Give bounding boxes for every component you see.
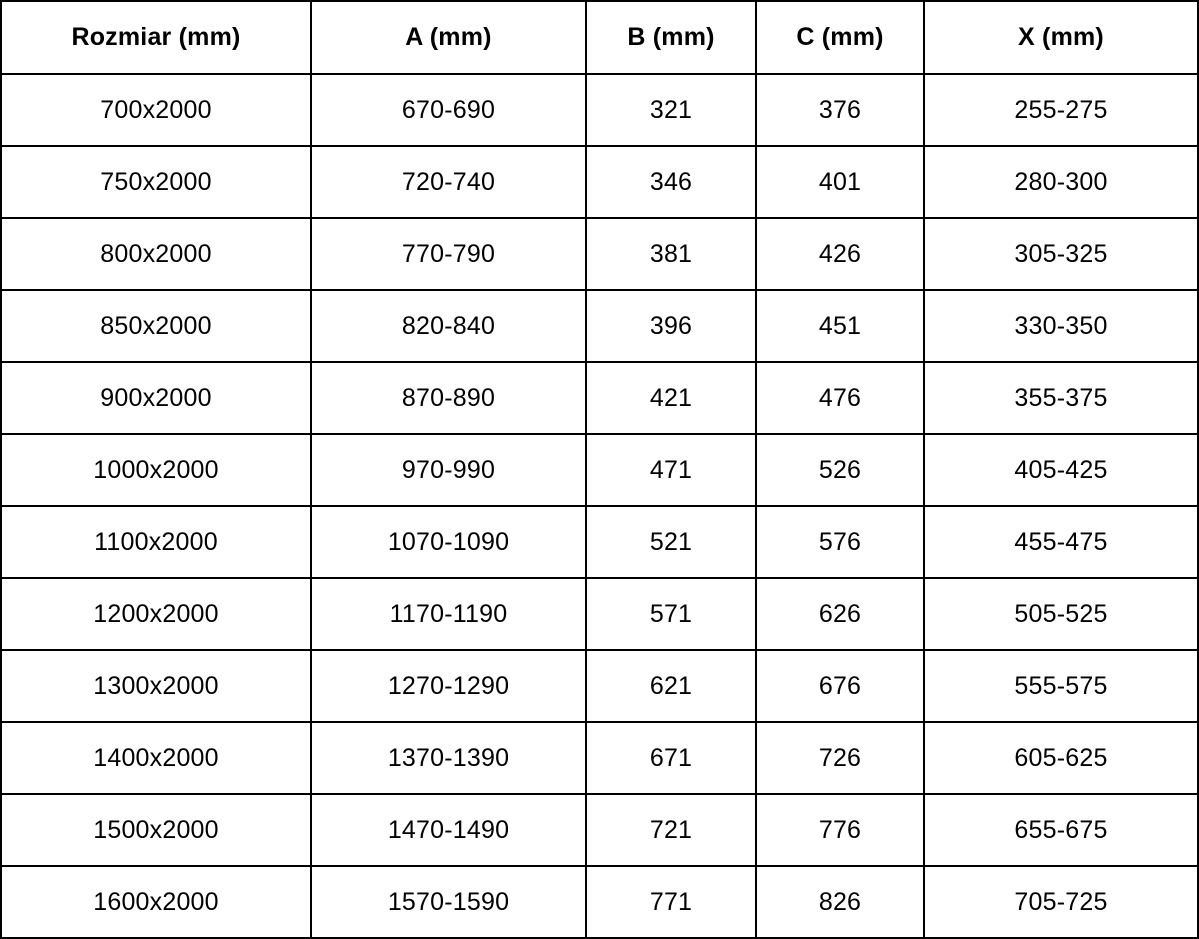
- cell-x: 655-675: [923, 793, 1199, 867]
- column-header-c: C (mm): [755, 0, 925, 75]
- cell-c: 476: [755, 361, 925, 435]
- cell-a: 1070-1090: [310, 505, 587, 579]
- cell-b: 521: [585, 505, 757, 579]
- cell-c: 426: [755, 217, 925, 291]
- cell-x: 605-625: [923, 721, 1199, 795]
- cell-x: 455-475: [923, 505, 1199, 579]
- table-row: 900x2000 870-890 421 476 355-375: [0, 361, 1199, 435]
- cell-size: 700x2000: [0, 73, 312, 147]
- cell-x: 305-325: [923, 217, 1199, 291]
- cell-x: 355-375: [923, 361, 1199, 435]
- cell-size: 1100x2000: [0, 505, 312, 579]
- cell-a: 770-790: [310, 217, 587, 291]
- table-row: 1300x2000 1270-1290 621 676 555-575: [0, 649, 1199, 723]
- cell-b: 346: [585, 145, 757, 219]
- table-row: 850x2000 820-840 396 451 330-350: [0, 289, 1199, 363]
- cell-b: 671: [585, 721, 757, 795]
- cell-size: 1300x2000: [0, 649, 312, 723]
- cell-a: 820-840: [310, 289, 587, 363]
- cell-a: 670-690: [310, 73, 587, 147]
- cell-size: 1600x2000: [0, 865, 312, 939]
- cell-x: 405-425: [923, 433, 1199, 507]
- table-row: 1500x2000 1470-1490 721 776 655-675: [0, 793, 1199, 867]
- column-header-size: Rozmiar (mm): [0, 0, 312, 75]
- table-row: 800x2000 770-790 381 426 305-325: [0, 217, 1199, 291]
- table-row: 750x2000 720-740 346 401 280-300: [0, 145, 1199, 219]
- cell-c: 576: [755, 505, 925, 579]
- cell-a: 970-990: [310, 433, 587, 507]
- column-header-a: A (mm): [310, 0, 587, 75]
- cell-c: 826: [755, 865, 925, 939]
- cell-size: 850x2000: [0, 289, 312, 363]
- cell-b: 396: [585, 289, 757, 363]
- cell-a: 1170-1190: [310, 577, 587, 651]
- table-row: 1400x2000 1370-1390 671 726 605-625: [0, 721, 1199, 795]
- cell-x: 255-275: [923, 73, 1199, 147]
- cell-a: 1370-1390: [310, 721, 587, 795]
- cell-c: 726: [755, 721, 925, 795]
- cell-b: 621: [585, 649, 757, 723]
- cell-b: 321: [585, 73, 757, 147]
- cell-x: 705-725: [923, 865, 1199, 939]
- table-row: 1200x2000 1170-1190 571 626 505-525: [0, 577, 1199, 651]
- cell-size: 900x2000: [0, 361, 312, 435]
- table-row: 700x2000 670-690 321 376 255-275: [0, 73, 1199, 147]
- cell-a: 1470-1490: [310, 793, 587, 867]
- column-header-x: X (mm): [923, 0, 1199, 75]
- table-row: 1600x2000 1570-1590 771 826 705-725: [0, 865, 1199, 939]
- cell-c: 626: [755, 577, 925, 651]
- cell-size: 1200x2000: [0, 577, 312, 651]
- cell-x: 280-300: [923, 145, 1199, 219]
- cell-c: 776: [755, 793, 925, 867]
- table-row: 1100x2000 1070-1090 521 576 455-475: [0, 505, 1199, 579]
- cell-size: 1400x2000: [0, 721, 312, 795]
- cell-a: 1570-1590: [310, 865, 587, 939]
- cell-size: 800x2000: [0, 217, 312, 291]
- table-body: 700x2000 670-690 321 376 255-275 750x2000 720-…: [0, 73, 1199, 939]
- cell-c: 376: [755, 73, 925, 147]
- cell-x: 555-575: [923, 649, 1199, 723]
- cell-size: 750x2000: [0, 145, 312, 219]
- column-header-b: B (mm): [585, 0, 757, 75]
- table-header: Rozmiar (mm) A (mm) B (mm) C (mm) X (mm): [0, 0, 1199, 75]
- cell-a: 1270-1290: [310, 649, 587, 723]
- cell-b: 571: [585, 577, 757, 651]
- cell-c: 676: [755, 649, 925, 723]
- cell-c: 526: [755, 433, 925, 507]
- cell-x: 505-525: [923, 577, 1199, 651]
- cell-size: 1500x2000: [0, 793, 312, 867]
- cell-a: 720-740: [310, 145, 587, 219]
- cell-b: 771: [585, 865, 757, 939]
- cell-b: 421: [585, 361, 757, 435]
- cell-b: 381: [585, 217, 757, 291]
- cell-b: 471: [585, 433, 757, 507]
- cell-size: 1000x2000: [0, 433, 312, 507]
- cell-x: 330-350: [923, 289, 1199, 363]
- cell-a: 870-890: [310, 361, 587, 435]
- table-row: 1000x2000 970-990 471 526 405-425: [0, 433, 1199, 507]
- table-header-row: Rozmiar (mm) A (mm) B (mm) C (mm) X (mm): [0, 0, 1199, 75]
- cell-b: 721: [585, 793, 757, 867]
- cell-c: 401: [755, 145, 925, 219]
- cell-c: 451: [755, 289, 925, 363]
